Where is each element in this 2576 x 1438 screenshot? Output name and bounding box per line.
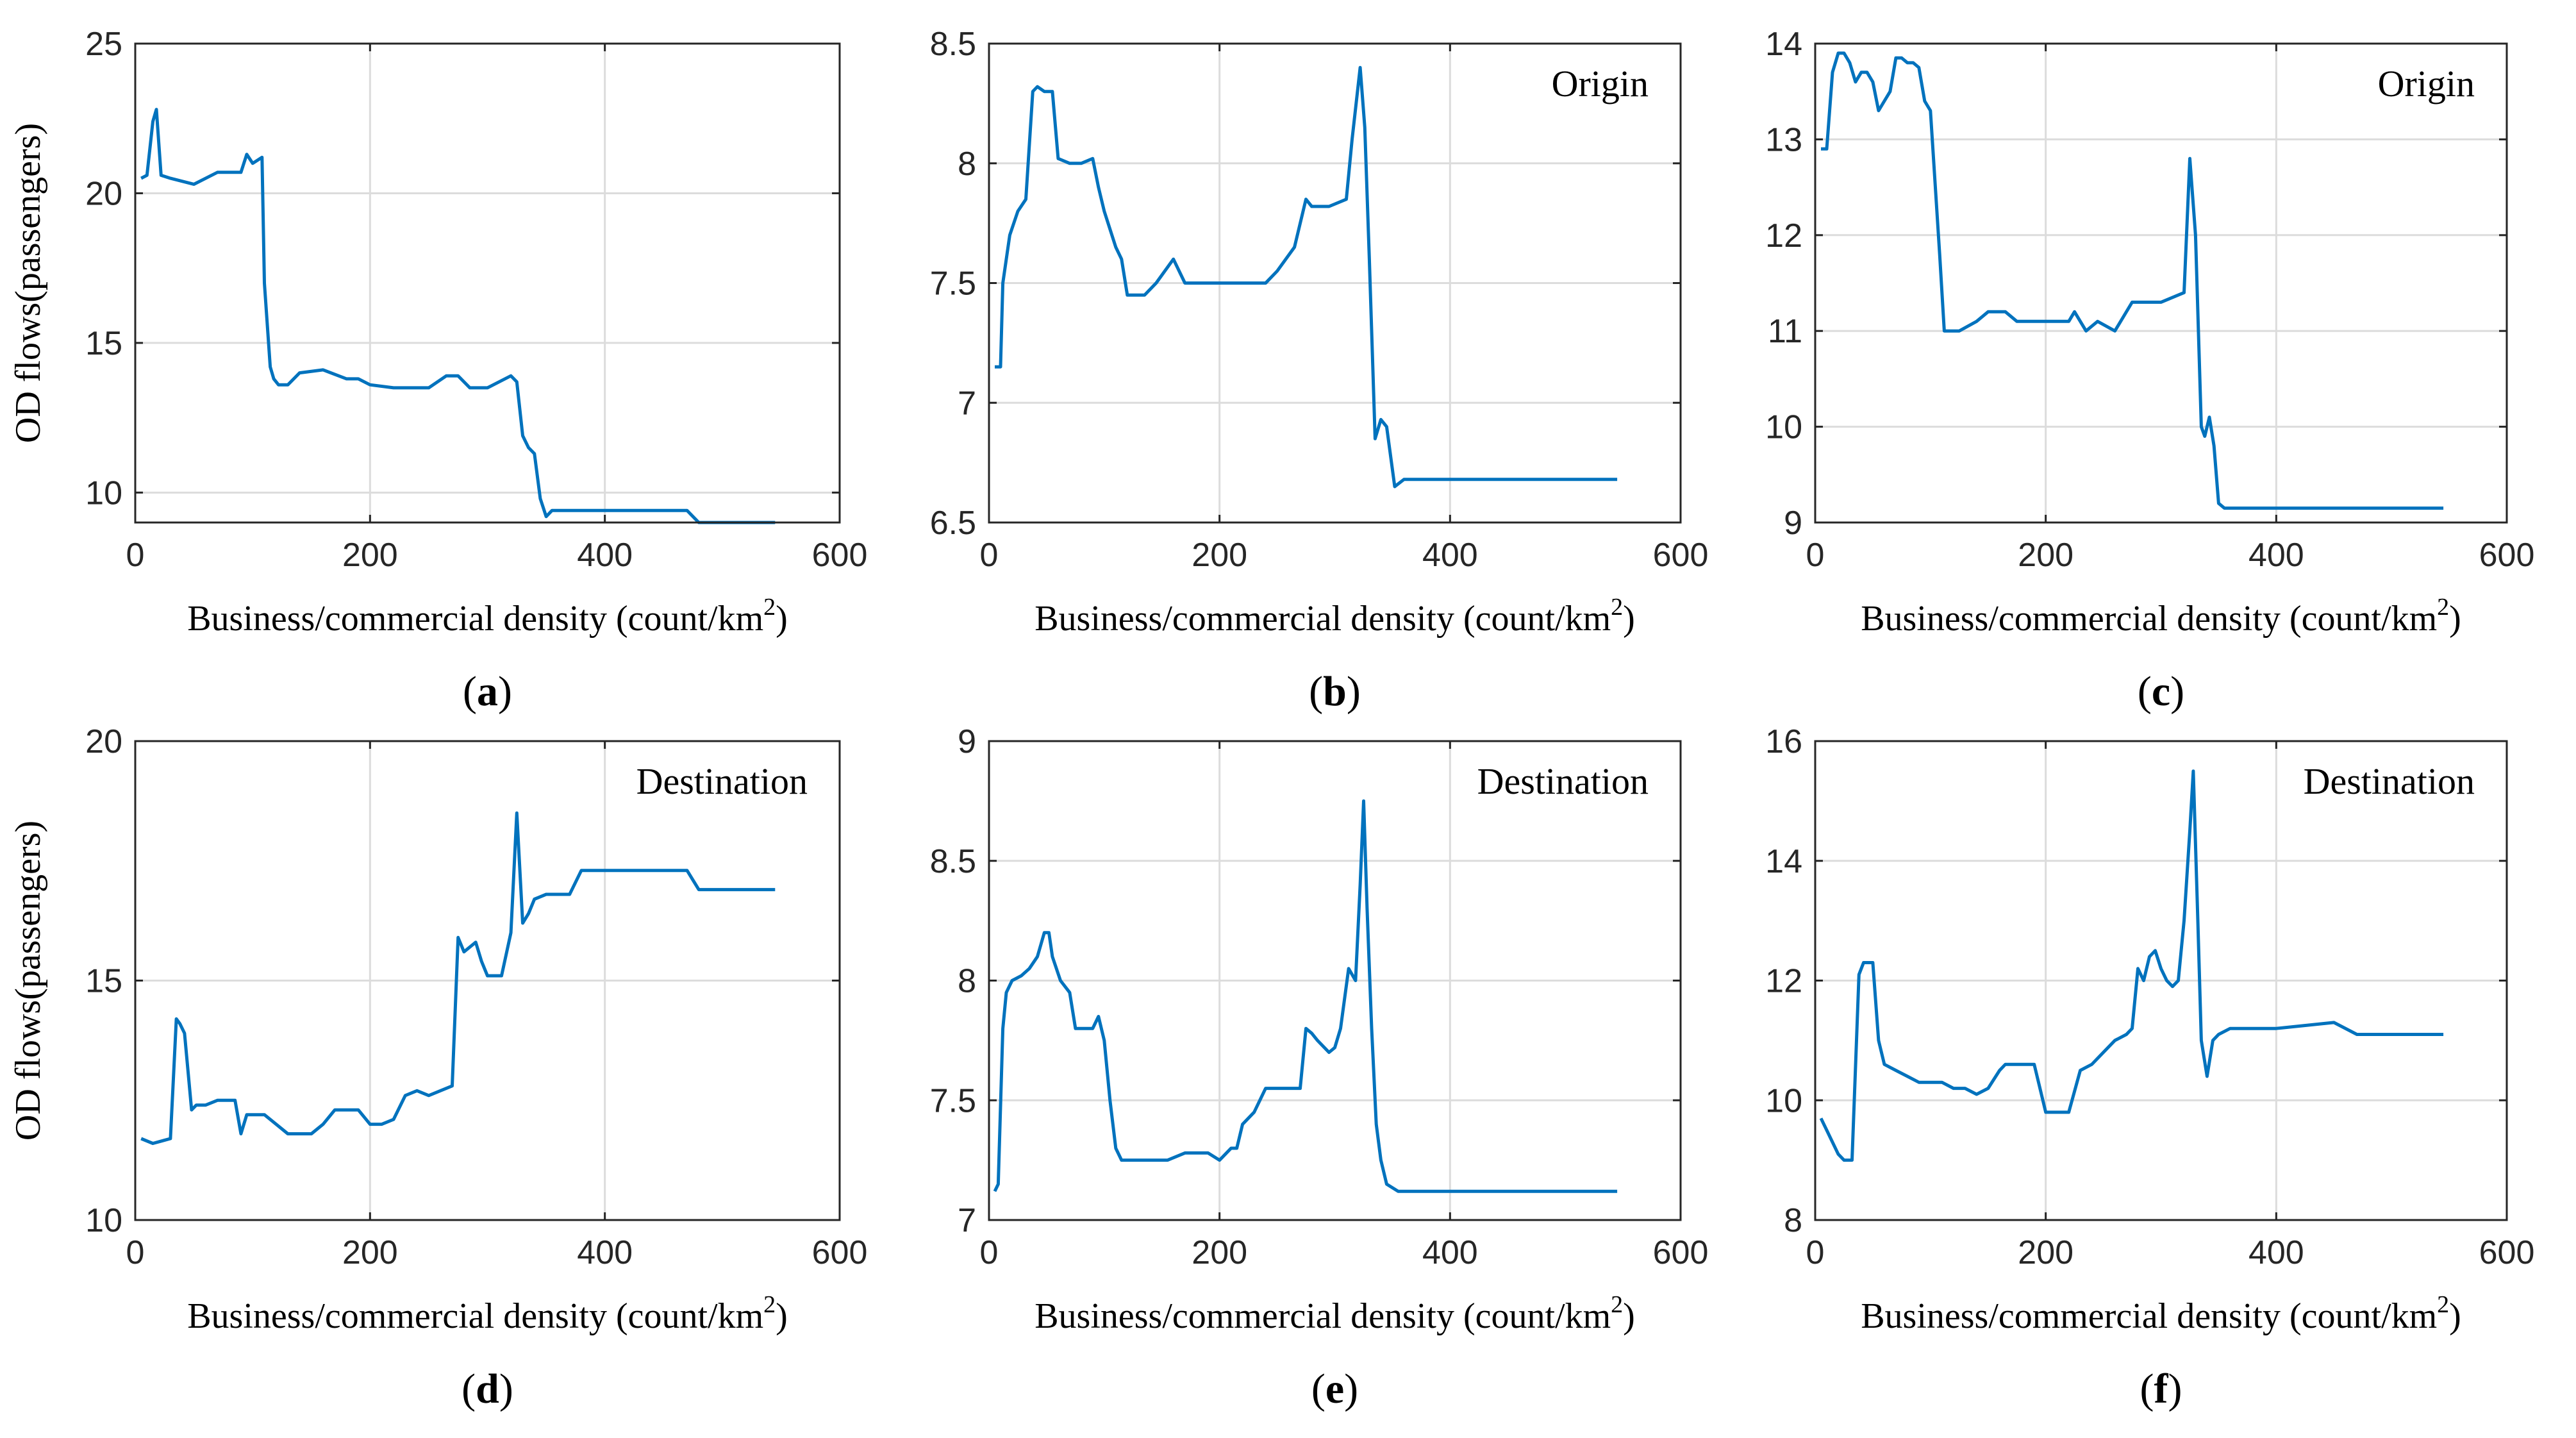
axes-frame [134, 42, 841, 524]
y-tick-label: 10 [85, 1202, 122, 1239]
panel-label: (f) [2140, 1366, 2182, 1412]
x-tick-label: 600 [812, 537, 868, 574]
panel-label: (e) [1311, 1366, 1358, 1412]
y-tick-label: 8 [958, 146, 976, 183]
x-tick-label: 200 [342, 537, 398, 574]
y-tick-label: 25 [85, 26, 122, 63]
y-tick-label: 12 [1765, 963, 1802, 1000]
y-tick-label: 7.5 [930, 265, 976, 303]
panel-c: 0 200 400 600 9 10 11 12 13 14 Origin Business/comm… [1765, 26, 2534, 715]
panel-annotation: Destination [636, 760, 808, 802]
x-tick-label: 600 [1653, 537, 1709, 574]
series-line [993, 799, 1618, 1193]
x-tick-label: 600 [2479, 1234, 2535, 1271]
y-tick-label: 15 [85, 963, 122, 1000]
y-tick-label: 7 [958, 385, 976, 422]
x-tick-label: 200 [1192, 1234, 1247, 1271]
x-tick-label: 400 [577, 537, 633, 574]
y-axis-label: OD flows(passengers) [8, 821, 48, 1141]
y-tick-label: 15 [85, 325, 122, 362]
x-tick-label: 400 [577, 1234, 633, 1271]
x-tick-label: 200 [342, 1234, 398, 1271]
y-tick-label: 20 [85, 175, 122, 212]
y-tick-label: 20 [85, 723, 122, 760]
x-tick-label: 0 [126, 1234, 145, 1271]
y-tick-label: 10 [85, 474, 122, 512]
x-tick-label: 600 [812, 1234, 868, 1271]
panel-a: 0 200 400 600 10 15 20 25 Business/commercial de… [8, 26, 867, 715]
x-tick-label: 400 [1422, 1234, 1478, 1271]
y-tick-label: 8.5 [930, 26, 976, 63]
x-tick-label: 600 [2479, 537, 2535, 574]
y-tick-label: 10 [1765, 409, 1802, 446]
panel-label: (d) [461, 1366, 513, 1412]
y-tick-label: 7 [958, 1202, 976, 1239]
y-tick-label: 8 [1784, 1202, 1802, 1239]
y-tick-label: 10 [1765, 1082, 1802, 1119]
x-tick-label: 200 [2018, 1234, 2073, 1271]
panel-annotation: Destination [1477, 760, 1649, 802]
y-tick-label: 6.5 [930, 505, 976, 542]
axes-frame [1814, 42, 2508, 524]
x-tick-label: 0 [980, 1234, 999, 1271]
x-tick-label: 0 [1806, 537, 1825, 574]
plot-area [1815, 44, 2507, 523]
y-tick-label: 9 [1784, 505, 1802, 542]
panel-f: 0 200 400 600 8 10 12 14 16 Destination Business/c… [1765, 723, 2534, 1412]
panel-e: 0 200 400 600 7 7.5 8 8.5 9 Destination Business/c… [930, 723, 1709, 1412]
x-tick-label: 400 [2248, 1234, 2304, 1271]
x-tick-label: 400 [2248, 537, 2304, 574]
y-tick-label: 8 [958, 963, 976, 1000]
series-line [140, 108, 776, 524]
x-axis-label: Business/commercial density (count/km2) [187, 1291, 788, 1336]
y-tick-label: 14 [1765, 843, 1802, 880]
plot-area [135, 44, 840, 523]
x-axis-label: Business/commercial density (count/km2) [187, 594, 788, 639]
x-tick-label: 200 [1192, 537, 1247, 574]
series-line [995, 65, 1618, 489]
panel-annotation: Origin [1552, 63, 1649, 105]
x-axis-label: Business/commercial density (count/km2) [1035, 594, 1635, 639]
series-line [140, 811, 776, 1145]
y-tick-label: 7.5 [930, 1082, 976, 1119]
x-tick-label: 0 [126, 537, 145, 574]
x-tick-label: 600 [1653, 1234, 1709, 1271]
y-axis-label: OD flows(passengers) [8, 123, 48, 443]
panel-annotation: Origin [2378, 63, 2475, 105]
panel-label: (a) [463, 668, 512, 715]
x-axis-label: Business/commercial density (count/km2) [1861, 594, 2461, 639]
y-tick-label: 9 [958, 723, 976, 760]
panel-label: (c) [2138, 668, 2184, 715]
y-tick-label: 12 [1765, 217, 1802, 255]
x-axis-label: Business/commercial density (count/km2) [1035, 1291, 1635, 1336]
x-tick-label: 400 [1422, 537, 1478, 574]
x-tick-label: 0 [1806, 1234, 1825, 1271]
y-tick-label: 11 [1768, 313, 1802, 350]
panel-b: 0 200 400 600 6.5 7 7.5 8 8.5 Origin Business/comm… [930, 26, 1709, 715]
y-tick-label: 14 [1765, 26, 1802, 63]
y-tick-label: 16 [1765, 723, 1802, 760]
x-tick-label: 0 [980, 537, 999, 574]
y-tick-label: 13 [1765, 121, 1802, 158]
x-axis-label: Business/commercial density (count/km2) [1861, 1291, 2461, 1336]
panel-label: (b) [1309, 668, 1361, 715]
series-line [1819, 769, 2444, 1162]
panel-d: 0 200 400 600 10 15 20 Destination Business/comm… [8, 723, 867, 1412]
x-tick-label: 200 [2018, 537, 2073, 574]
panel-annotation: Destination [2304, 760, 2475, 802]
y-tick-label: 8.5 [930, 843, 976, 880]
series-line [1821, 51, 2444, 510]
